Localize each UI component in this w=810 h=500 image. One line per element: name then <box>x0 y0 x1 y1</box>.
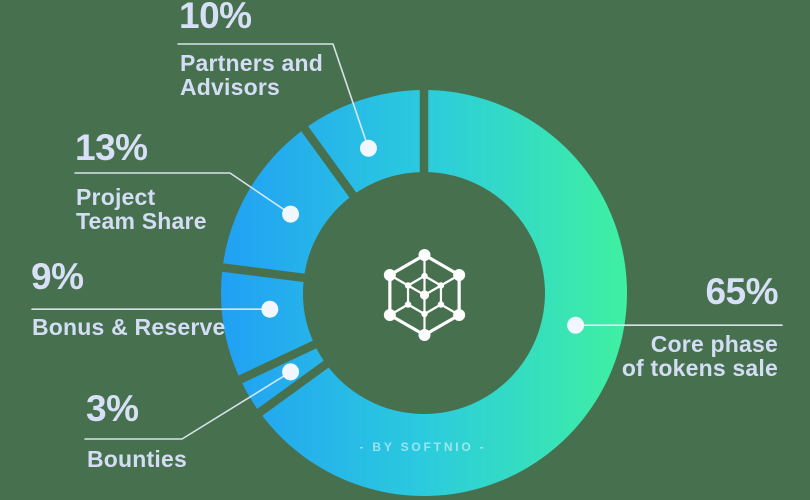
label-bonus-reserve: Bonus & Reserve <box>32 314 226 340</box>
icon-node <box>383 309 396 321</box>
icon-node <box>453 269 466 281</box>
icon-node <box>421 310 428 318</box>
icon-node <box>453 309 466 321</box>
slice-dot <box>282 205 300 223</box>
slice-dot <box>359 139 377 157</box>
donut-slice <box>222 128 353 278</box>
icon-node <box>404 301 412 308</box>
icon-node <box>437 301 445 308</box>
percent-partners-advisors: 10% <box>179 0 252 36</box>
leader-line <box>84 371 292 440</box>
leader-line <box>177 43 370 150</box>
donut-slice <box>259 90 628 496</box>
slice-gap <box>229 334 329 388</box>
watermark: - BY SOFTNIO - <box>360 440 487 454</box>
icon-node <box>421 272 428 280</box>
icon-node <box>383 269 396 281</box>
percent-bounties: 3% <box>86 388 139 429</box>
slice-gap <box>249 352 340 422</box>
icon-node <box>418 329 431 341</box>
label-bounties: Bounties <box>87 446 187 472</box>
percent-bonus-reserve: 9% <box>31 256 84 297</box>
label-project-team: Project Team Share <box>76 184 207 234</box>
icon-node <box>437 282 445 289</box>
slice-dot <box>567 316 585 334</box>
icon-node <box>404 282 412 289</box>
percent-core-phase: 65% <box>705 271 778 312</box>
icon-center-node <box>419 290 430 300</box>
label-partners-advisors: Partners and Advisors <box>180 50 324 100</box>
donut-graphics <box>31 43 783 496</box>
donut-slice <box>240 344 327 413</box>
network-cube-icon <box>383 249 466 341</box>
label-core-phase: Core phase of tokens sale <box>621 331 778 381</box>
percent-project-team: 13% <box>75 127 148 168</box>
slice-dot <box>261 300 279 318</box>
icon-node <box>418 249 431 261</box>
leader-line <box>74 172 292 215</box>
slice-gap <box>295 118 365 209</box>
slice-gap <box>212 262 319 284</box>
slice-dot <box>282 363 300 381</box>
